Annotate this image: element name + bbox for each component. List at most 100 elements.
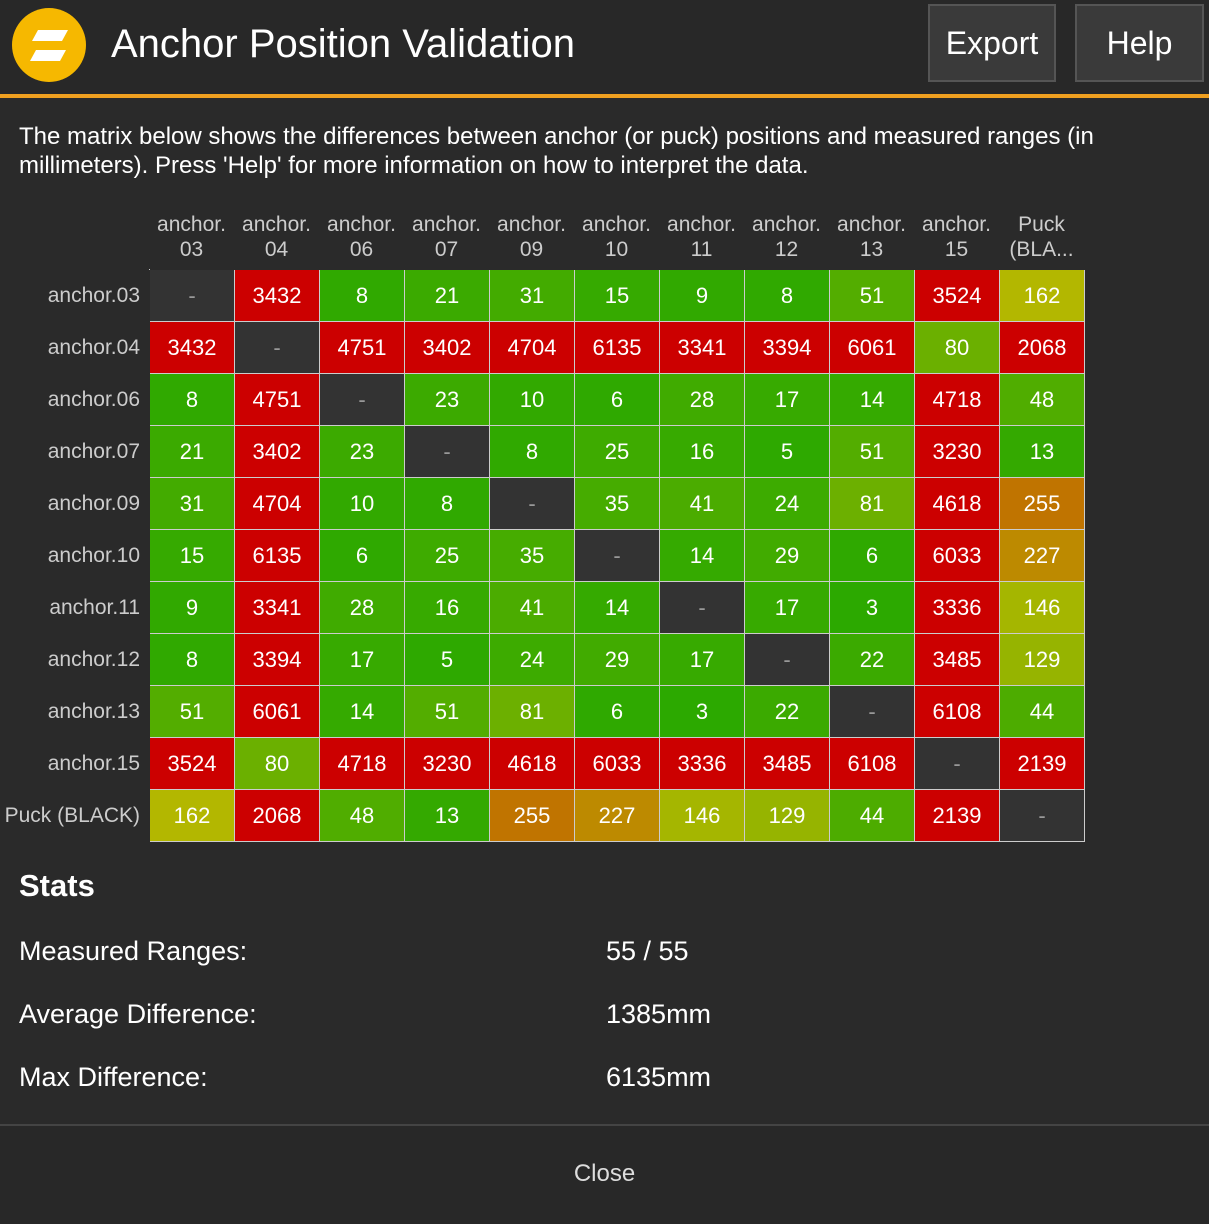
row-header: anchor.10 bbox=[47, 544, 140, 567]
matrix-cell: 51 bbox=[150, 686, 235, 738]
matrix-cell: 3341 bbox=[660, 322, 745, 374]
matrix-cell: 14 bbox=[660, 530, 745, 582]
stat-value: 6135mm bbox=[606, 1062, 712, 1092]
matrix-cell: - bbox=[1000, 790, 1085, 842]
matrix-cell: 44 bbox=[830, 790, 915, 842]
matrix-cell: 6135 bbox=[575, 322, 660, 374]
column-header-line: 10 bbox=[604, 238, 629, 261]
matrix-cell: 9 bbox=[150, 582, 235, 634]
row-header: anchor.11 bbox=[49, 596, 140, 619]
matrix-cell: 146 bbox=[1000, 582, 1085, 634]
column-header-line: 06 bbox=[349, 238, 374, 261]
matrix-cell: 4704 bbox=[235, 478, 320, 530]
matrix-cell: 6108 bbox=[915, 686, 1000, 738]
matrix-cell: 6 bbox=[575, 686, 660, 738]
matrix-cell: 2139 bbox=[915, 790, 1000, 842]
column-header-line: anchor. bbox=[242, 213, 311, 236]
matrix-cell: 31 bbox=[490, 270, 575, 322]
matrix-cell: 14 bbox=[830, 374, 915, 426]
matrix-cell: 13 bbox=[405, 790, 490, 842]
matrix-cell: - bbox=[575, 530, 660, 582]
matrix-cell: 15 bbox=[150, 530, 235, 582]
row-header: Puck (BLACK) bbox=[4, 804, 140, 827]
matrix-cell: 35 bbox=[490, 530, 575, 582]
matrix-cell: 16 bbox=[405, 582, 490, 634]
matrix-cell: 3524 bbox=[150, 738, 235, 790]
matrix-cell: 3524 bbox=[915, 270, 1000, 322]
matrix-cell: - bbox=[490, 478, 575, 530]
matrix-cell: 13 bbox=[1000, 426, 1085, 478]
stat-label: Max Difference: bbox=[19, 1062, 208, 1092]
matrix-cell: - bbox=[405, 426, 490, 478]
matrix-cell: 162 bbox=[150, 790, 235, 842]
stat-value: 1385mm bbox=[606, 999, 712, 1029]
header: Anchor Position Validation Export Help bbox=[0, 0, 1209, 98]
matrix-cell: 3402 bbox=[235, 426, 320, 478]
help-button[interactable]: Help bbox=[1075, 4, 1204, 82]
matrix-cell: 48 bbox=[320, 790, 405, 842]
column-header-line: 03 bbox=[179, 238, 204, 261]
matrix-cell: 3 bbox=[660, 686, 745, 738]
matrix-cell: 129 bbox=[1000, 634, 1085, 686]
matrix-cell: 4751 bbox=[320, 322, 405, 374]
column-header-line: 04 bbox=[264, 238, 289, 261]
page-title: Anchor Position Validation bbox=[111, 22, 575, 66]
matrix-cell: 8 bbox=[320, 270, 405, 322]
matrix-cell: 2068 bbox=[1000, 322, 1085, 374]
matrix-cell: 41 bbox=[490, 582, 575, 634]
matrix-cell: 255 bbox=[490, 790, 575, 842]
matrix-cell: 25 bbox=[405, 530, 490, 582]
matrix-cell: 146 bbox=[660, 790, 745, 842]
column-header-line: anchor. bbox=[497, 213, 566, 236]
column-header-line: anchor. bbox=[327, 213, 396, 236]
matrix-cell: 6033 bbox=[915, 530, 1000, 582]
matrix-cell: 4718 bbox=[320, 738, 405, 790]
matrix-cell: 22 bbox=[830, 634, 915, 686]
matrix-cell: 5 bbox=[745, 426, 830, 478]
column-header-line: 13 bbox=[859, 238, 884, 261]
matrix-cell: - bbox=[915, 738, 1000, 790]
matrix-cell: 227 bbox=[575, 790, 660, 842]
matrix-cell: 48 bbox=[1000, 374, 1085, 426]
row-header: anchor.07 bbox=[47, 440, 140, 463]
matrix-cell: 3336 bbox=[660, 738, 745, 790]
matrix-cell: 3432 bbox=[150, 322, 235, 374]
column-header-line: anchor. bbox=[752, 213, 821, 236]
column-header-line: anchor. bbox=[922, 213, 991, 236]
matrix-cell: 4618 bbox=[490, 738, 575, 790]
matrix-cell: 3402 bbox=[405, 322, 490, 374]
matrix-cell: 8 bbox=[150, 374, 235, 426]
close-button[interactable]: Close bbox=[573, 1160, 636, 1187]
column-header: anchor. 07 bbox=[404, 212, 489, 262]
matrix-cell: 16 bbox=[660, 426, 745, 478]
column-header: anchor. 11 bbox=[659, 212, 744, 262]
matrix-cell: 81 bbox=[490, 686, 575, 738]
column-header-line: anchor. bbox=[412, 213, 481, 236]
matrix-cell: 17 bbox=[745, 374, 830, 426]
export-button[interactable]: Export bbox=[928, 4, 1056, 82]
matrix-cell: 3230 bbox=[915, 426, 1000, 478]
row-header: anchor.12 bbox=[47, 648, 140, 671]
matrix-cell: 4718 bbox=[915, 374, 1000, 426]
matrix-cell: 227 bbox=[1000, 530, 1085, 582]
column-header: anchor. 15 bbox=[914, 212, 999, 262]
matrix-cell: 162 bbox=[1000, 270, 1085, 322]
stats-title: Stats bbox=[19, 868, 95, 903]
row-header: anchor.06 bbox=[47, 388, 140, 411]
matrix-cell: 3485 bbox=[915, 634, 1000, 686]
matrix-cell: 14 bbox=[320, 686, 405, 738]
matrix-cell: 8 bbox=[745, 270, 830, 322]
row-header: anchor.13 bbox=[47, 700, 140, 723]
matrix-cell: 25 bbox=[575, 426, 660, 478]
column-header: anchor. 13 bbox=[829, 212, 914, 262]
column-header: anchor. 04 bbox=[234, 212, 319, 262]
row-header: anchor.09 bbox=[47, 492, 140, 515]
column-header-line: Puck bbox=[1018, 213, 1065, 236]
matrix-cell: 2139 bbox=[1000, 738, 1085, 790]
matrix-cell: 3394 bbox=[235, 634, 320, 686]
matrix-cell: 35 bbox=[575, 478, 660, 530]
matrix-cell: 129 bbox=[745, 790, 830, 842]
matrix-cell: 21 bbox=[405, 270, 490, 322]
column-header: anchor. 10 bbox=[574, 212, 659, 262]
matrix-cell: - bbox=[745, 634, 830, 686]
